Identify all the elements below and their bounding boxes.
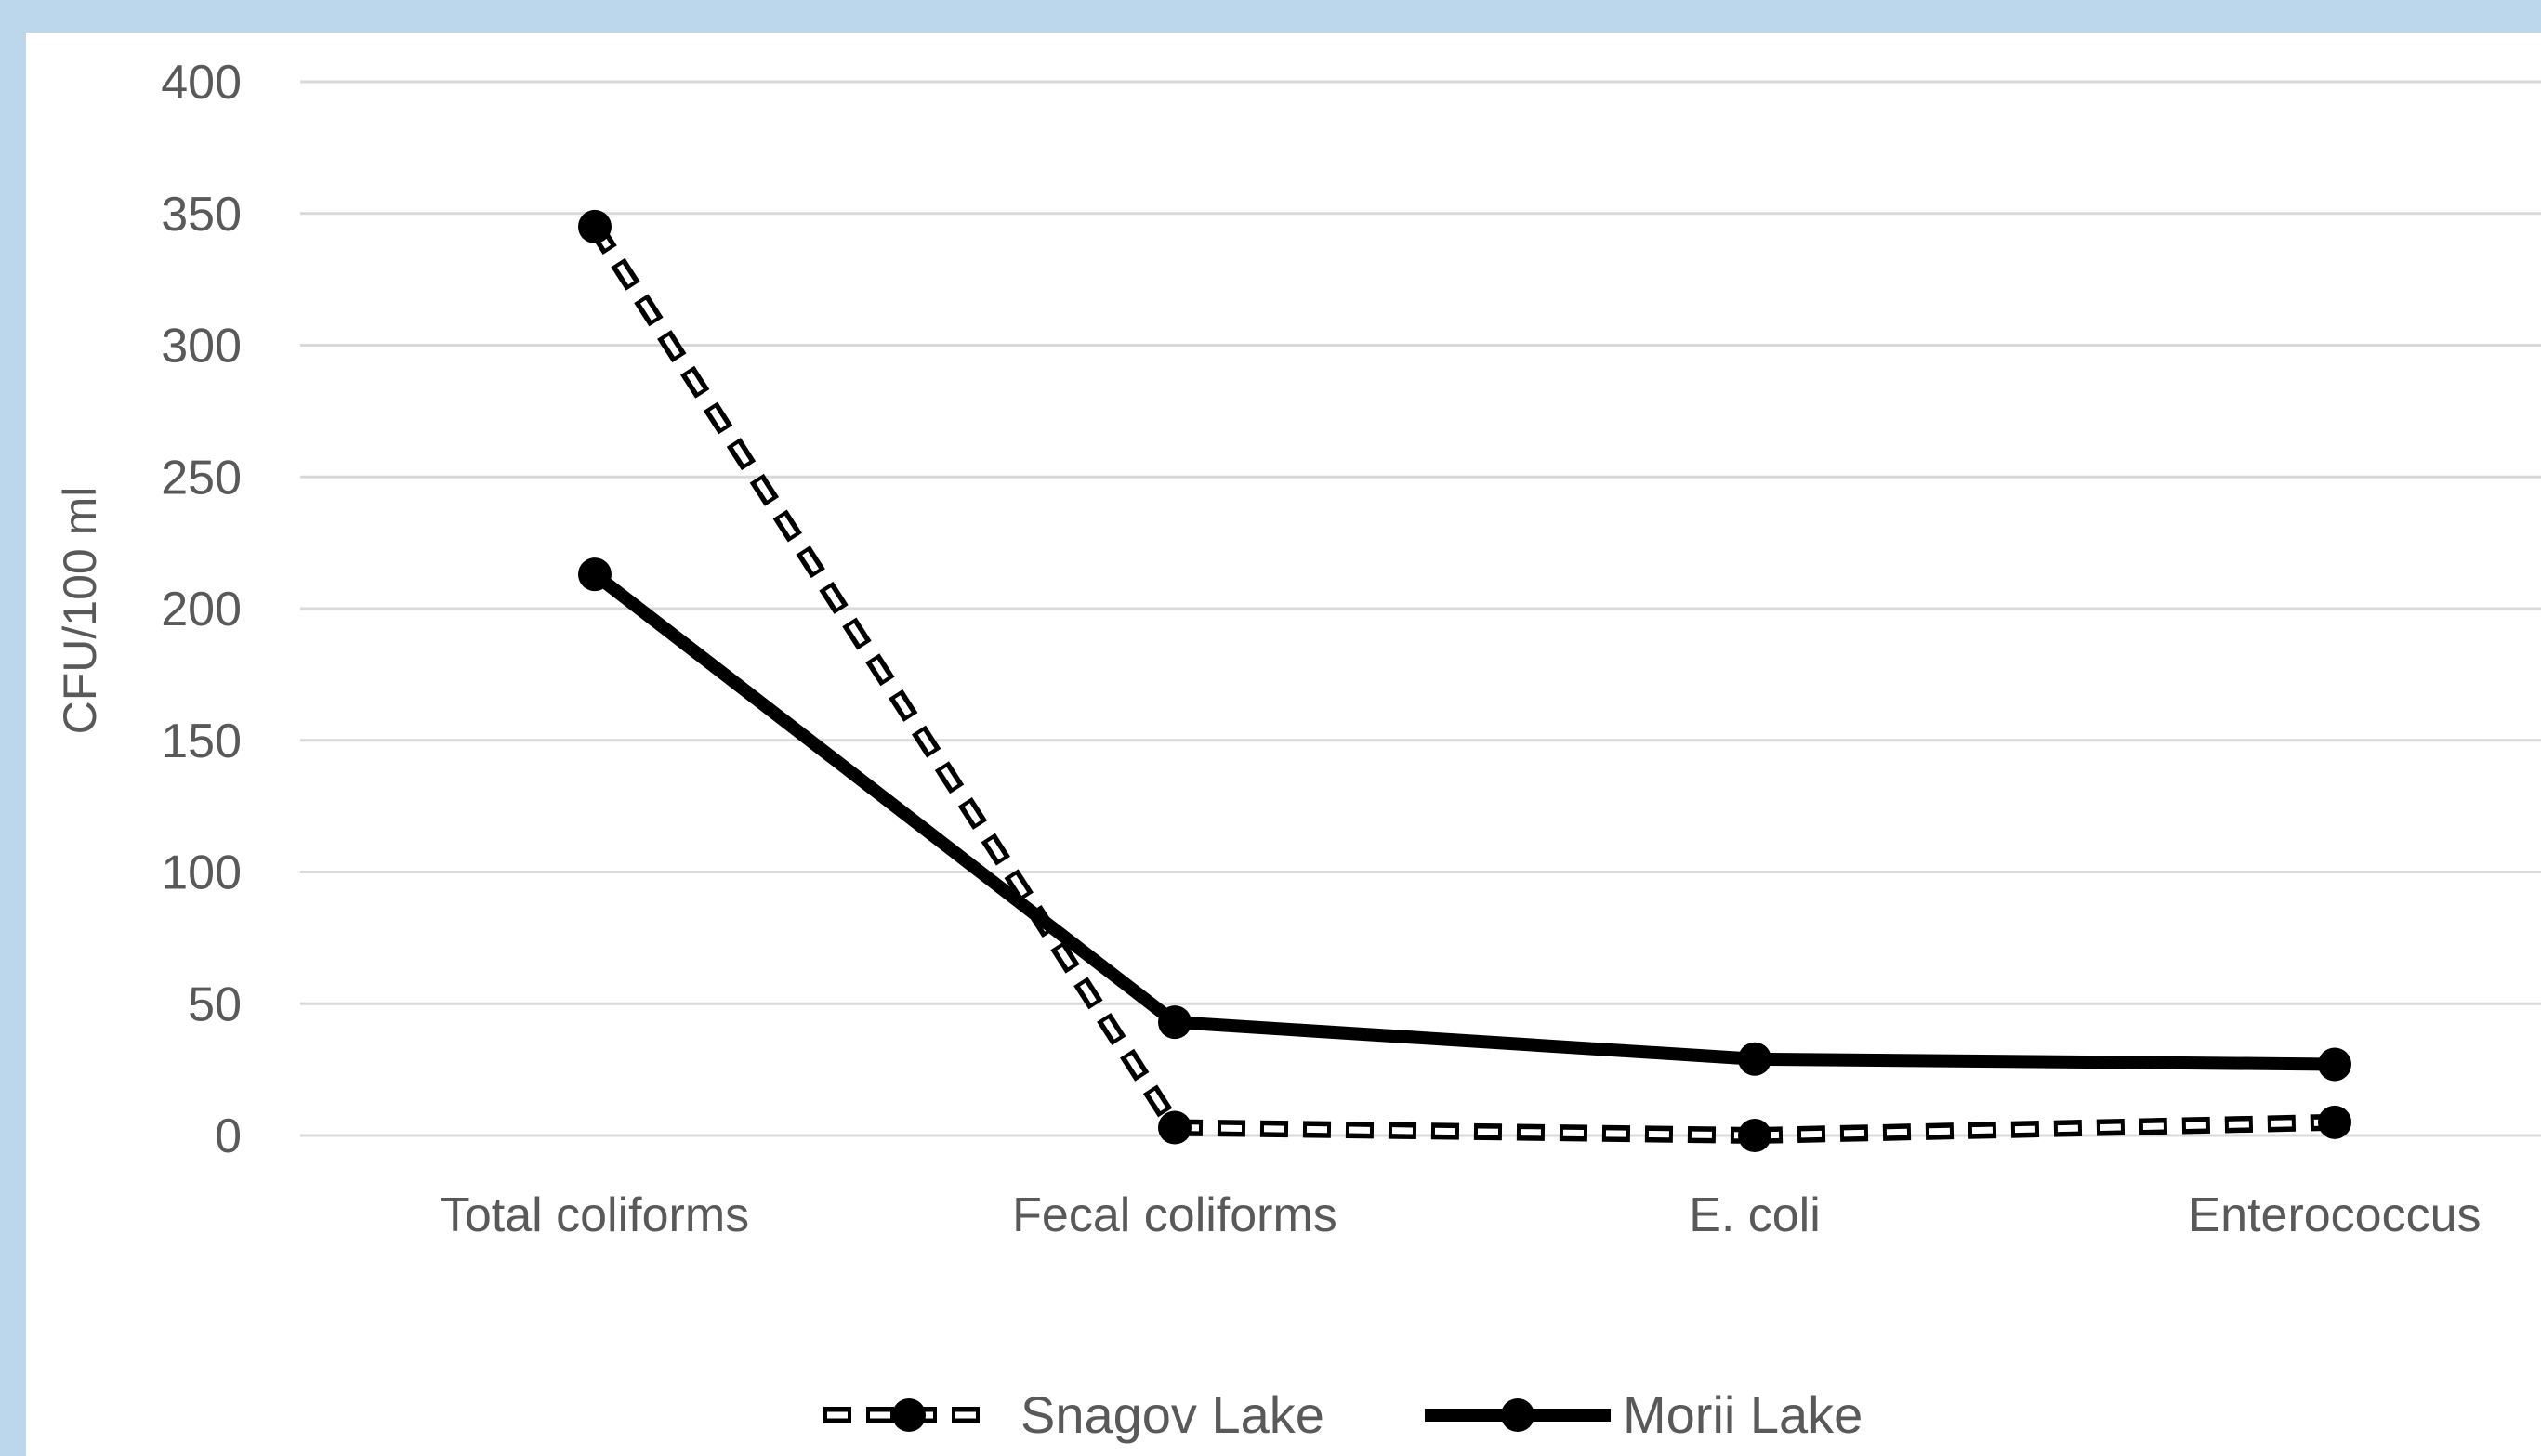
y-tick-label: 100: [161, 846, 242, 900]
data-point: [578, 209, 612, 243]
data-point: [1738, 1042, 1771, 1076]
y-tick-label: 250: [161, 451, 242, 505]
y-tick-label: 200: [161, 583, 242, 636]
y-tick-label: 400: [161, 56, 242, 110]
series-snagov-lake: [578, 209, 2351, 1152]
y-tick-label: 150: [161, 715, 242, 768]
data-point: [2318, 1047, 2351, 1082]
series-line-segment-inner: [592, 225, 1178, 1130]
data-point: [1158, 1005, 1192, 1040]
y-axis-title: CFU/100 ml: [54, 487, 106, 735]
y-tick-label: 50: [188, 977, 242, 1031]
chart-panel: 0 50 100 150 200 250 300 350 400 Total coliforms…: [26, 33, 2541, 1456]
y-tick-label: 0: [215, 1109, 242, 1163]
series-line-segment-inner: [1754, 1119, 2336, 1139]
line-chart: 0 50 100 150 200 250 300 350 400 Total coliforms…: [54, 56, 2541, 1444]
legend-label: Snagov Lake: [1020, 1385, 1324, 1444]
y-tick-label: 350: [161, 188, 242, 242]
x-tick-label: Total coliforms: [441, 1188, 749, 1242]
series-layer: [578, 209, 2351, 1152]
legend-swatch-marker: [892, 1398, 926, 1432]
x-tick-label: Fecal coliforms: [1012, 1188, 1337, 1242]
series-morii-lake: [578, 557, 2351, 1082]
y-axis-ticks: 0 50 100 150 200 250 300 350 400: [161, 56, 242, 1163]
series-line: [590, 569, 2336, 1071]
legend-item-snagov-lake: Snagov Lake: [823, 1385, 1324, 1444]
x-tick-label: Enterococcus: [2188, 1188, 2481, 1242]
y-tick-label: 300: [161, 320, 242, 374]
legend: Snagov Lake Morii Lake: [823, 1385, 1863, 1444]
series-line-segment-inner: [1174, 1123, 1756, 1139]
legend-item-morii-lake: Morii Lake: [1425, 1385, 1863, 1444]
x-tick-label: E. coli: [1689, 1188, 1821, 1242]
data-point: [578, 557, 612, 592]
legend-swatch-marker: [1501, 1398, 1534, 1432]
x-axis-ticks: Total coliforms Fecal coliforms E. coli Ent…: [441, 1188, 2482, 1242]
data-point: [1158, 1110, 1192, 1145]
data-point: [2318, 1105, 2351, 1139]
data-point: [1738, 1119, 1771, 1152]
legend-label: Morii Lake: [1623, 1385, 1863, 1444]
